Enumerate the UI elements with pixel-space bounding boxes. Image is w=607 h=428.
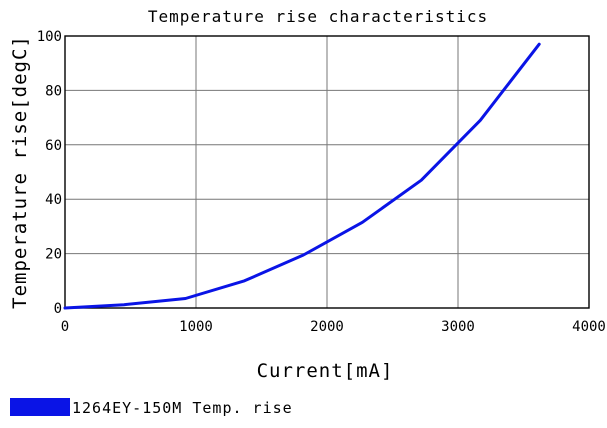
legend-swatch (10, 398, 70, 416)
y-tick-label: 100 (37, 29, 62, 45)
y-tick-label: 40 (45, 192, 62, 208)
y-axis-label: Temperature rise[degC] (9, 35, 31, 309)
x-tick-label: 1000 (179, 319, 213, 335)
x-tick-label: 4000 (572, 319, 606, 335)
series-layer (65, 44, 539, 308)
chart-title: Temperature rise characteristics (148, 7, 488, 26)
legend-label: 1264EY-150M Temp. rise (72, 399, 293, 417)
y-tick-label: 80 (45, 83, 62, 99)
series-line (65, 44, 539, 308)
y-tick-label: 0 (54, 301, 62, 317)
grid-lines (65, 36, 589, 308)
y-tick-labels: 0 20 40 60 80 100 (37, 29, 62, 317)
x-tick-label: 0 (61, 319, 69, 335)
x-tick-label: 3000 (441, 319, 475, 335)
x-axis-label: Current[mA] (257, 360, 394, 382)
y-tick-label: 20 (45, 247, 62, 263)
y-tick-label: 60 (45, 138, 62, 154)
x-tick-labels: 0 1000 2000 3000 4000 (61, 319, 606, 335)
x-tick-label: 2000 (310, 319, 344, 335)
